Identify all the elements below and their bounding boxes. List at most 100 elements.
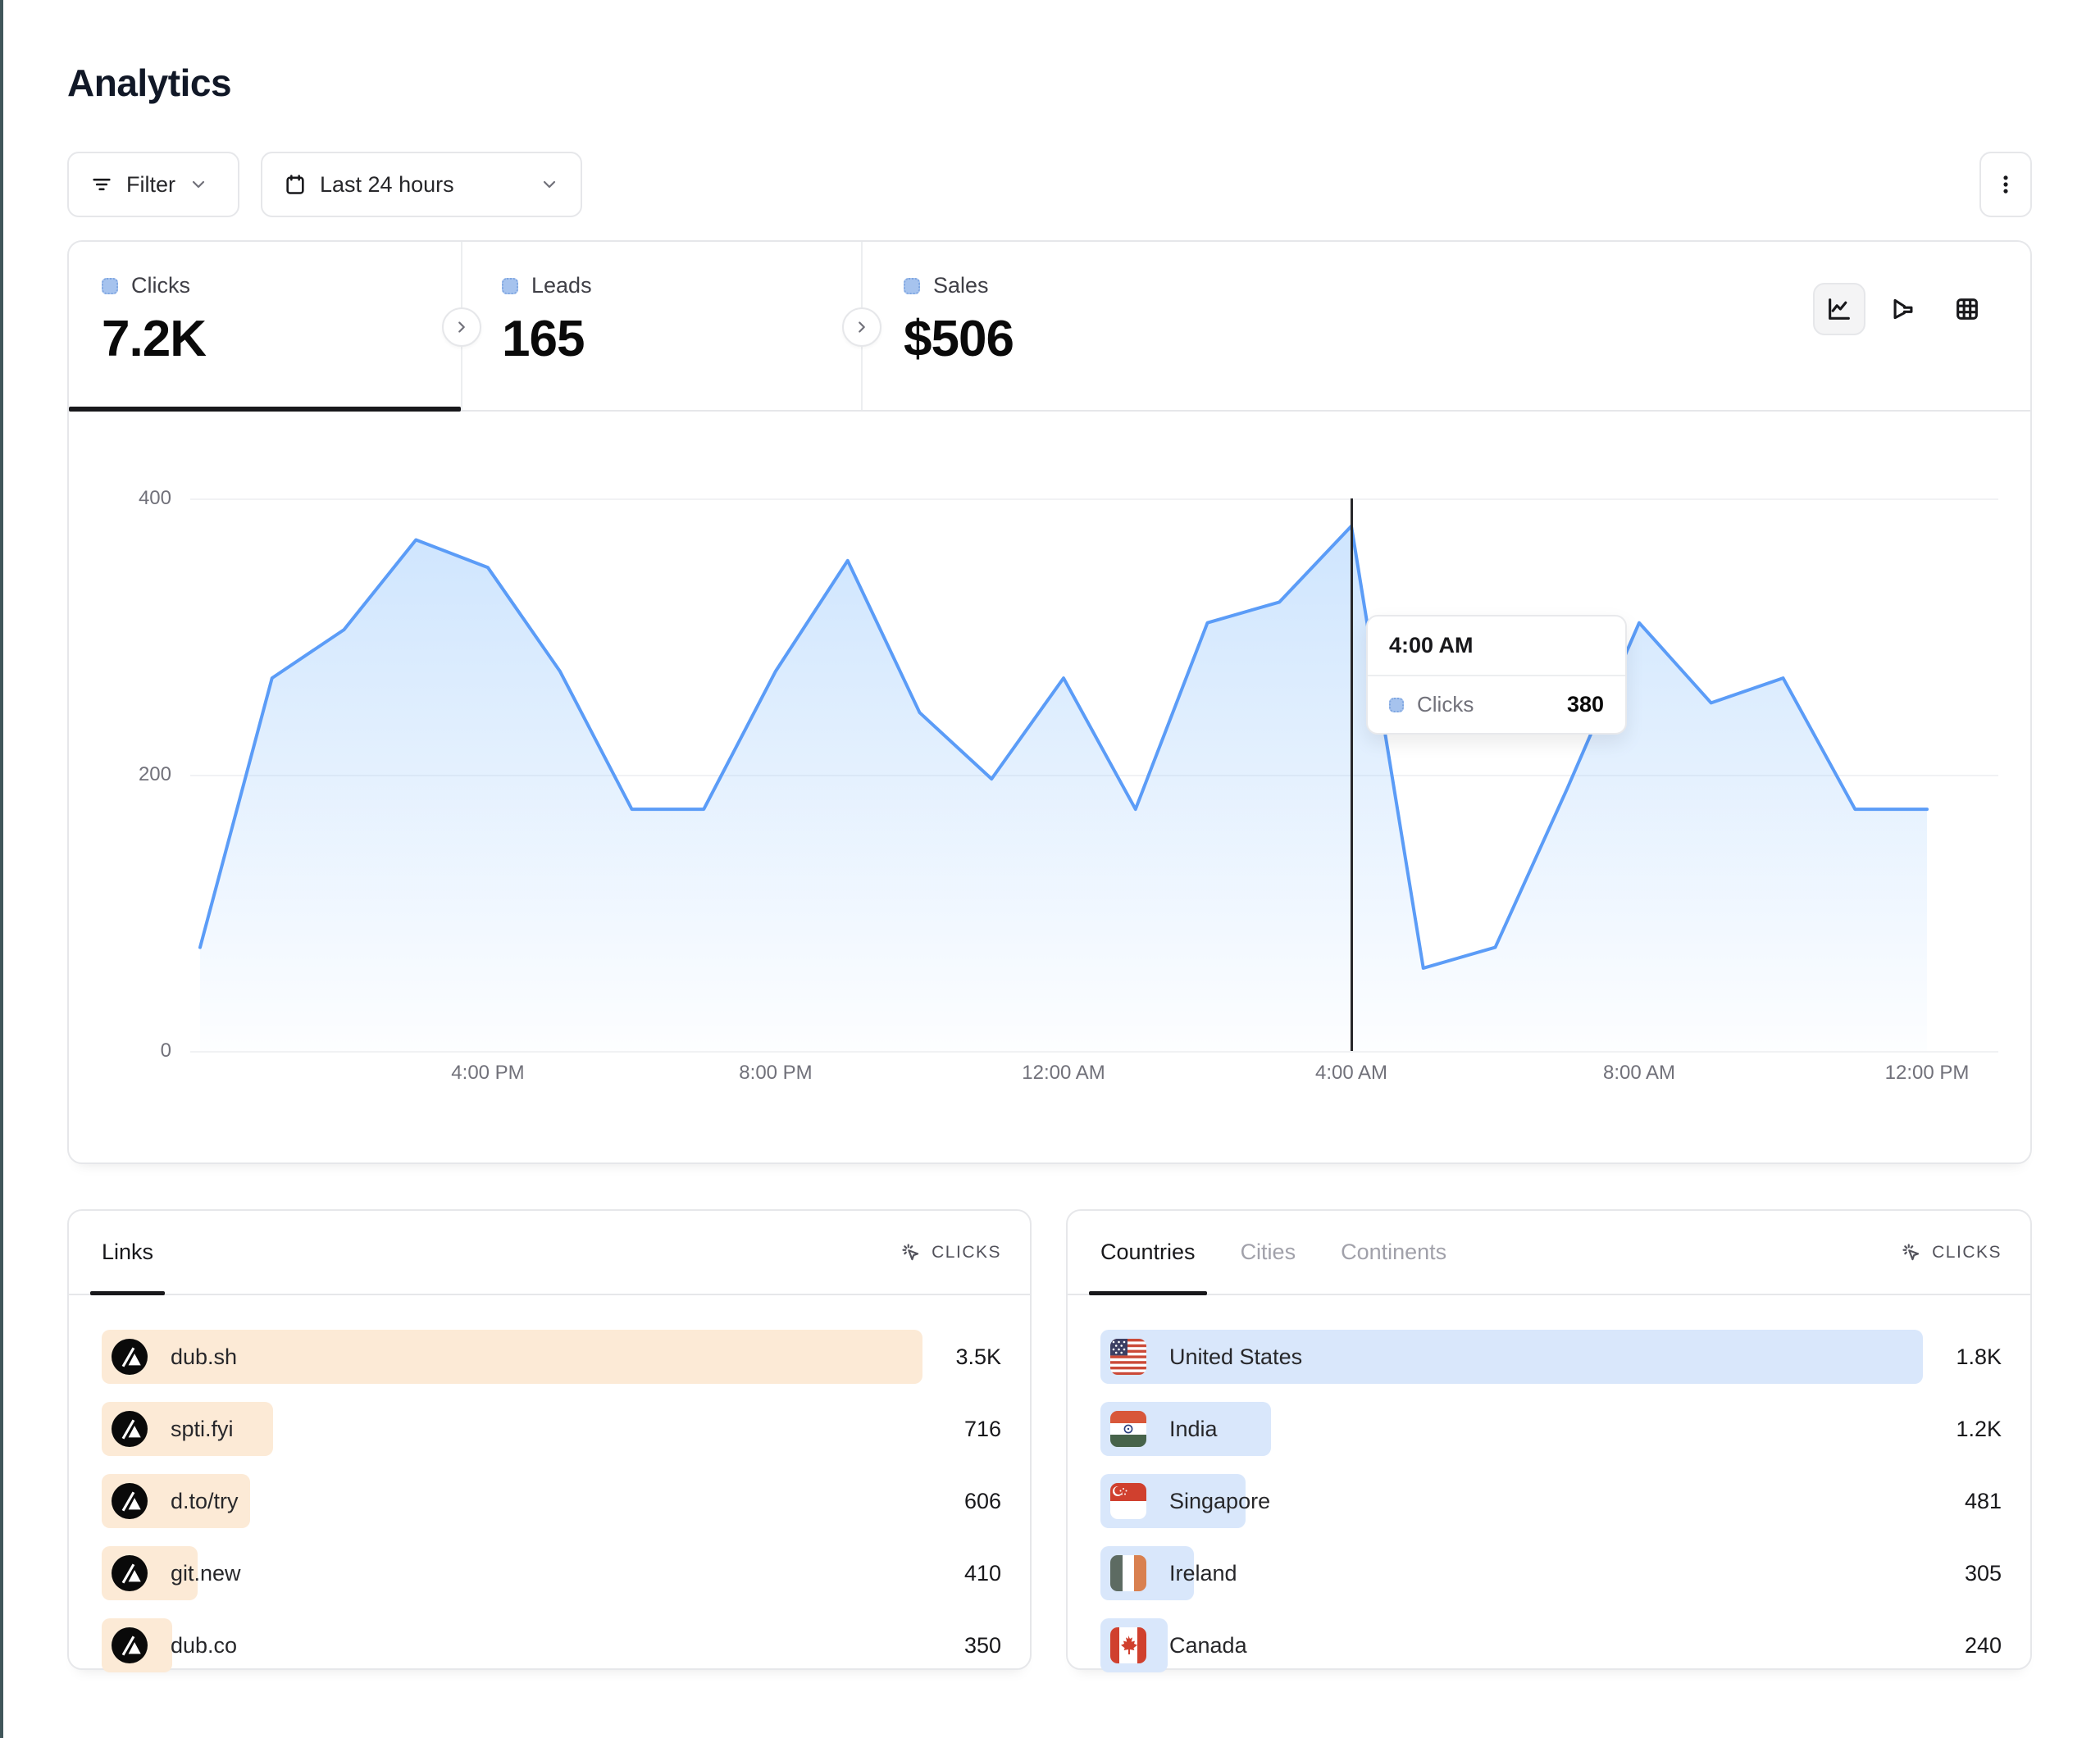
analytics-chart-card: Clicks 7.2K Leads 165 Sales $506: [67, 240, 2032, 1164]
link-label: dub.co: [171, 1632, 238, 1658]
link-label: dub.sh: [171, 1344, 238, 1369]
country-row-singapore[interactable]: Singapore 481: [1100, 1474, 2002, 1528]
link-row-dub-co[interactable]: dub.co 350: [102, 1618, 1001, 1672]
click-bar: [1100, 1330, 1923, 1384]
stat-tab-clicks[interactable]: Clicks 7.2K: [102, 242, 207, 410]
link-clicks-value: 716: [963, 1416, 1001, 1441]
expand-leads-chevron-button[interactable]: [842, 307, 881, 347]
click-bar: [102, 1330, 922, 1384]
tab-countries[interactable]: Countries: [1089, 1211, 1207, 1295]
funnel-chart-view-button[interactable]: [1877, 283, 1929, 335]
chevron-right-icon: [859, 321, 865, 333]
stat-tab-leads[interactable]: Leads 165: [502, 242, 592, 410]
filter-button[interactable]: Filter: [67, 152, 239, 217]
link-clicks-value: 350: [963, 1632, 1001, 1658]
clicks-area-chart[interactable]: [190, 498, 1945, 1051]
kebab-menu-icon: [2003, 175, 2008, 193]
table-view-button[interactable]: [1941, 283, 1993, 335]
stats-header: Clicks 7.2K Leads 165 Sales $506: [69, 242, 2030, 412]
tab-links-label: Links: [102, 1240, 154, 1264]
country-clicks-value: 240: [1964, 1632, 2002, 1658]
countries-panel: Countries Cities Continents CLICKS Unite…: [1066, 1209, 2032, 1672]
dub-logo-icon: [112, 1411, 148, 1447]
y-axis-tick: 0: [160, 1040, 171, 1062]
table-grid-icon: [1957, 298, 1978, 320]
dub-logo-icon: [112, 1555, 148, 1591]
chart-tooltip: 4:00 AM Clicks 380: [1366, 615, 1627, 735]
line-chart-view-button[interactable]: [1813, 283, 1865, 335]
leads-legend-chip: [502, 277, 518, 294]
funnel-chart-icon: [1893, 298, 1913, 320]
hover-crosshair-line: [1350, 498, 1353, 1051]
link-clicks-value: 606: [963, 1488, 1001, 1513]
tab-cities[interactable]: Cities: [1241, 1211, 1296, 1294]
country-clicks-value: 1.2K: [1956, 1416, 2002, 1441]
expand-clicks-chevron-button[interactable]: [442, 307, 481, 347]
sales-legend-chip: [904, 277, 920, 294]
tab-continents[interactable]: Continents: [1341, 1211, 1446, 1294]
stat-value: 7.2K: [102, 311, 207, 367]
link-row-d-to-try[interactable]: d.to/try 606: [102, 1474, 1001, 1528]
country-label: Ireland: [1169, 1560, 1237, 1586]
y-axis-tick: 400: [138, 487, 171, 509]
countries-metric-header[interactable]: CLICKS: [1901, 1242, 2002, 1263]
country-clicks-value: 1.8K: [1956, 1344, 2002, 1369]
tab-continents-label: Continents: [1341, 1240, 1447, 1264]
link-label: git.new: [171, 1560, 241, 1586]
country-label: Singapore: [1169, 1488, 1271, 1513]
y-axis-tick: 200: [138, 763, 171, 785]
x-axis-tick: 8:00 AM: [1602, 1062, 1676, 1084]
country-row-ireland[interactable]: Ireland 305: [1100, 1546, 2002, 1600]
country-row-canada[interactable]: Canada 240: [1100, 1618, 2002, 1672]
country-clicks-value: 305: [1964, 1560, 2002, 1586]
calendar-icon: [286, 175, 304, 194]
cursor-click-icon: [1902, 1243, 1920, 1260]
clicks-legend-chip: [102, 277, 118, 294]
ireland-flag-icon: [1110, 1555, 1146, 1591]
united-states-flag-icon: [1110, 1339, 1146, 1375]
stat-tab-sales[interactable]: Sales $506: [904, 242, 1014, 410]
area-fill: [200, 525, 1927, 1051]
links-metric-header[interactable]: CLICKS: [900, 1242, 1001, 1263]
chevron-down-icon: [192, 180, 205, 189]
tab-links[interactable]: Links: [89, 1211, 166, 1295]
gridline-400: [190, 498, 1998, 500]
line-chart-icon: [1829, 298, 1850, 320]
tooltip-value: 380: [1566, 692, 1604, 717]
chart-view-toggles: [1813, 283, 1993, 335]
link-clicks-value: 3.5K: [955, 1344, 1001, 1369]
link-clicks-value: 410: [963, 1560, 1001, 1586]
country-label: India: [1169, 1416, 1218, 1441]
x-axis-tick: 8:00 PM: [739, 1062, 813, 1084]
link-row-dub-sh[interactable]: dub.sh 3.5K: [102, 1330, 1001, 1384]
more-options-button[interactable]: [1979, 152, 2032, 217]
country-row-united-states[interactable]: United States 1.8K: [1100, 1330, 2002, 1384]
date-range-label: Last 24 hours: [320, 171, 454, 197]
stat-value: 165: [502, 311, 585, 367]
link-row-spti-fyi[interactable]: spti.fyi 716: [102, 1402, 1001, 1456]
links-panel: Links CLICKS dub.sh 3.5K spti.fyi: [67, 1209, 1032, 1672]
dub-logo-icon: [112, 1627, 148, 1663]
tab-countries-label: Countries: [1100, 1240, 1196, 1264]
gridline-0: [190, 1051, 1998, 1053]
x-axis-tick: 12:00 AM: [1022, 1062, 1105, 1084]
stat-value: $506: [904, 311, 1014, 367]
tooltip-legend-chip: [1389, 697, 1404, 712]
window-edge-strip: [0, 0, 3, 1738]
active-tab-underline: [69, 407, 461, 412]
x-axis-tick: 4:00 PM: [451, 1062, 525, 1084]
x-axis-tick: 4:00 AM: [1314, 1062, 1388, 1084]
link-label: spti.fyi: [171, 1416, 234, 1441]
india-flag-icon: [1110, 1411, 1146, 1447]
link-row-git-new[interactable]: git.new 410: [102, 1546, 1001, 1600]
metric-label: CLICKS: [1932, 1242, 2002, 1262]
country-label: Canada: [1169, 1632, 1247, 1658]
country-row-india[interactable]: India 1.2K: [1100, 1402, 2002, 1456]
stat-label: Leads: [531, 273, 592, 298]
date-range-button[interactable]: Last 24 hours: [261, 152, 582, 217]
tooltip-time: 4:00 AM: [1368, 616, 1625, 676]
dub-logo-icon: [112, 1339, 148, 1375]
country-label: United States: [1169, 1344, 1303, 1369]
chevron-right-icon: [458, 321, 465, 333]
stat-label: Sales: [933, 273, 989, 298]
